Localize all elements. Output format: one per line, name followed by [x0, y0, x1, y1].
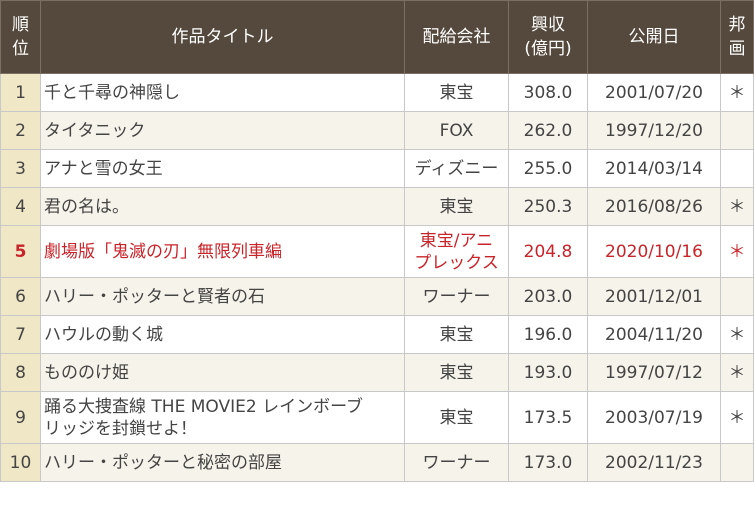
- domestic-mark-cell: ＊: [720, 391, 754, 444]
- rank-cell: 5: [0, 225, 41, 278]
- box-office-ranking-table: 順位 作品タイトル 配給会社 興収 (億円) 公開日 邦画 1 千と千尋の神隠し 東宝…: [0, 0, 754, 482]
- header-title: 作品タイトル: [40, 0, 405, 74]
- revenue-cell: 173.5: [508, 391, 588, 444]
- table-row: 4 君の名は。 東宝 250.3 2016/08/26 ＊: [0, 187, 754, 226]
- distributor-cell: ディズニー: [404, 149, 509, 188]
- distributor-cell: ワーナー: [404, 277, 509, 316]
- header-domestic: 邦画: [720, 0, 754, 74]
- domestic-mark-cell: ＊: [720, 315, 754, 354]
- table-row: 3 アナと雪の女王 ディズニー 255.0 2014/03/14: [0, 149, 754, 188]
- rank-cell: 8: [0, 353, 41, 392]
- rank-cell: 7: [0, 315, 41, 354]
- rank-cell: 9: [0, 391, 41, 444]
- release-date-cell: 2014/03/14: [587, 149, 721, 188]
- revenue-cell: 308.0: [508, 73, 588, 112]
- title-cell: アナと雪の女王: [40, 149, 405, 188]
- release-date-cell: 2002/11/23: [587, 443, 721, 482]
- revenue-cell: 255.0: [508, 149, 588, 188]
- distributor-cell: 東宝: [404, 73, 509, 112]
- domestic-mark-cell: [720, 111, 754, 150]
- table-row: 2 タイタニック FOX 262.0 1997/12/20: [0, 111, 754, 150]
- revenue-cell: 262.0: [508, 111, 588, 150]
- table-row: 1 千と千尋の神隠し 東宝 308.0 2001/07/20 ＊: [0, 73, 754, 112]
- rank-cell: 1: [0, 73, 41, 112]
- revenue-cell: 193.0: [508, 353, 588, 392]
- release-date-cell: 2003/07/19: [587, 391, 721, 444]
- rank-cell: 10: [0, 443, 41, 482]
- release-date-cell: 2001/07/20: [587, 73, 721, 112]
- release-date-cell: 2016/08/26: [587, 187, 721, 226]
- title-cell: 踊る大捜査線 THE MOVIE2 レインボーブ リッジを封鎖せよ！: [40, 391, 405, 444]
- rank-cell: 2: [0, 111, 41, 150]
- header-revenue: 興収 (億円): [508, 0, 588, 74]
- table-row: 8 もののけ姫 東宝 193.0 1997/07/12 ＊: [0, 353, 754, 392]
- domestic-mark-cell: ＊: [720, 187, 754, 226]
- distributor-cell: 東宝: [404, 353, 509, 392]
- distributor-cell: ワーナー: [404, 443, 509, 482]
- table-row: 7 ハウルの動く城 東宝 196.0 2004/11/20 ＊: [0, 315, 754, 354]
- table-row: 5 劇場版「鬼滅の刃」無限列車編 東宝/アニ プレックス 204.8 2020/10/16…: [0, 225, 754, 278]
- distributor-cell: 東宝/アニ プレックス: [404, 225, 509, 278]
- title-cell: 劇場版「鬼滅の刃」無限列車編: [40, 225, 405, 278]
- header-row: 順位 作品タイトル 配給会社 興収 (億円) 公開日 邦画: [0, 0, 754, 74]
- domestic-mark-cell: ＊: [720, 225, 754, 278]
- title-cell: ハウルの動く城: [40, 315, 405, 354]
- release-date-cell: 2001/12/01: [587, 277, 721, 316]
- revenue-cell: 204.8: [508, 225, 588, 278]
- title-cell: 君の名は。: [40, 187, 405, 226]
- release-date-cell: 2020/10/16: [587, 225, 721, 278]
- rank-cell: 3: [0, 149, 41, 188]
- distributor-cell: 東宝: [404, 187, 509, 226]
- title-cell: ハリー・ポッターと秘密の部屋: [40, 443, 405, 482]
- domestic-mark-cell: [720, 443, 754, 482]
- title-cell: 千と千尋の神隠し: [40, 73, 405, 112]
- domestic-mark-cell: [720, 277, 754, 316]
- release-date-cell: 2004/11/20: [587, 315, 721, 354]
- revenue-cell: 250.3: [508, 187, 588, 226]
- title-cell: もののけ姫: [40, 353, 405, 392]
- title-cell: ハリー・ポッターと賢者の石: [40, 277, 405, 316]
- distributor-cell: FOX: [404, 111, 509, 150]
- revenue-cell: 173.0: [508, 443, 588, 482]
- table-row: 10 ハリー・ポッターと秘密の部屋 ワーナー 173.0 2002/11/23: [0, 443, 754, 482]
- revenue-cell: 196.0: [508, 315, 588, 354]
- distributor-cell: 東宝: [404, 391, 509, 444]
- release-date-cell: 1997/12/20: [587, 111, 721, 150]
- domestic-mark-cell: [720, 149, 754, 188]
- header-rank: 順位: [0, 0, 41, 74]
- title-cell: タイタニック: [40, 111, 405, 150]
- domestic-mark-cell: ＊: [720, 73, 754, 112]
- header-distributor: 配給会社: [404, 0, 509, 74]
- header-release-date: 公開日: [587, 0, 721, 74]
- domestic-mark-cell: ＊: [720, 353, 754, 392]
- revenue-cell: 203.0: [508, 277, 588, 316]
- rank-cell: 4: [0, 187, 41, 226]
- release-date-cell: 1997/07/12: [587, 353, 721, 392]
- table-row: 9 踊る大捜査線 THE MOVIE2 レインボーブ リッジを封鎖せよ！ 東宝 173.…: [0, 391, 754, 444]
- rank-cell: 6: [0, 277, 41, 316]
- distributor-cell: 東宝: [404, 315, 509, 354]
- table-row: 6 ハリー・ポッターと賢者の石 ワーナー 203.0 2001/12/01: [0, 277, 754, 316]
